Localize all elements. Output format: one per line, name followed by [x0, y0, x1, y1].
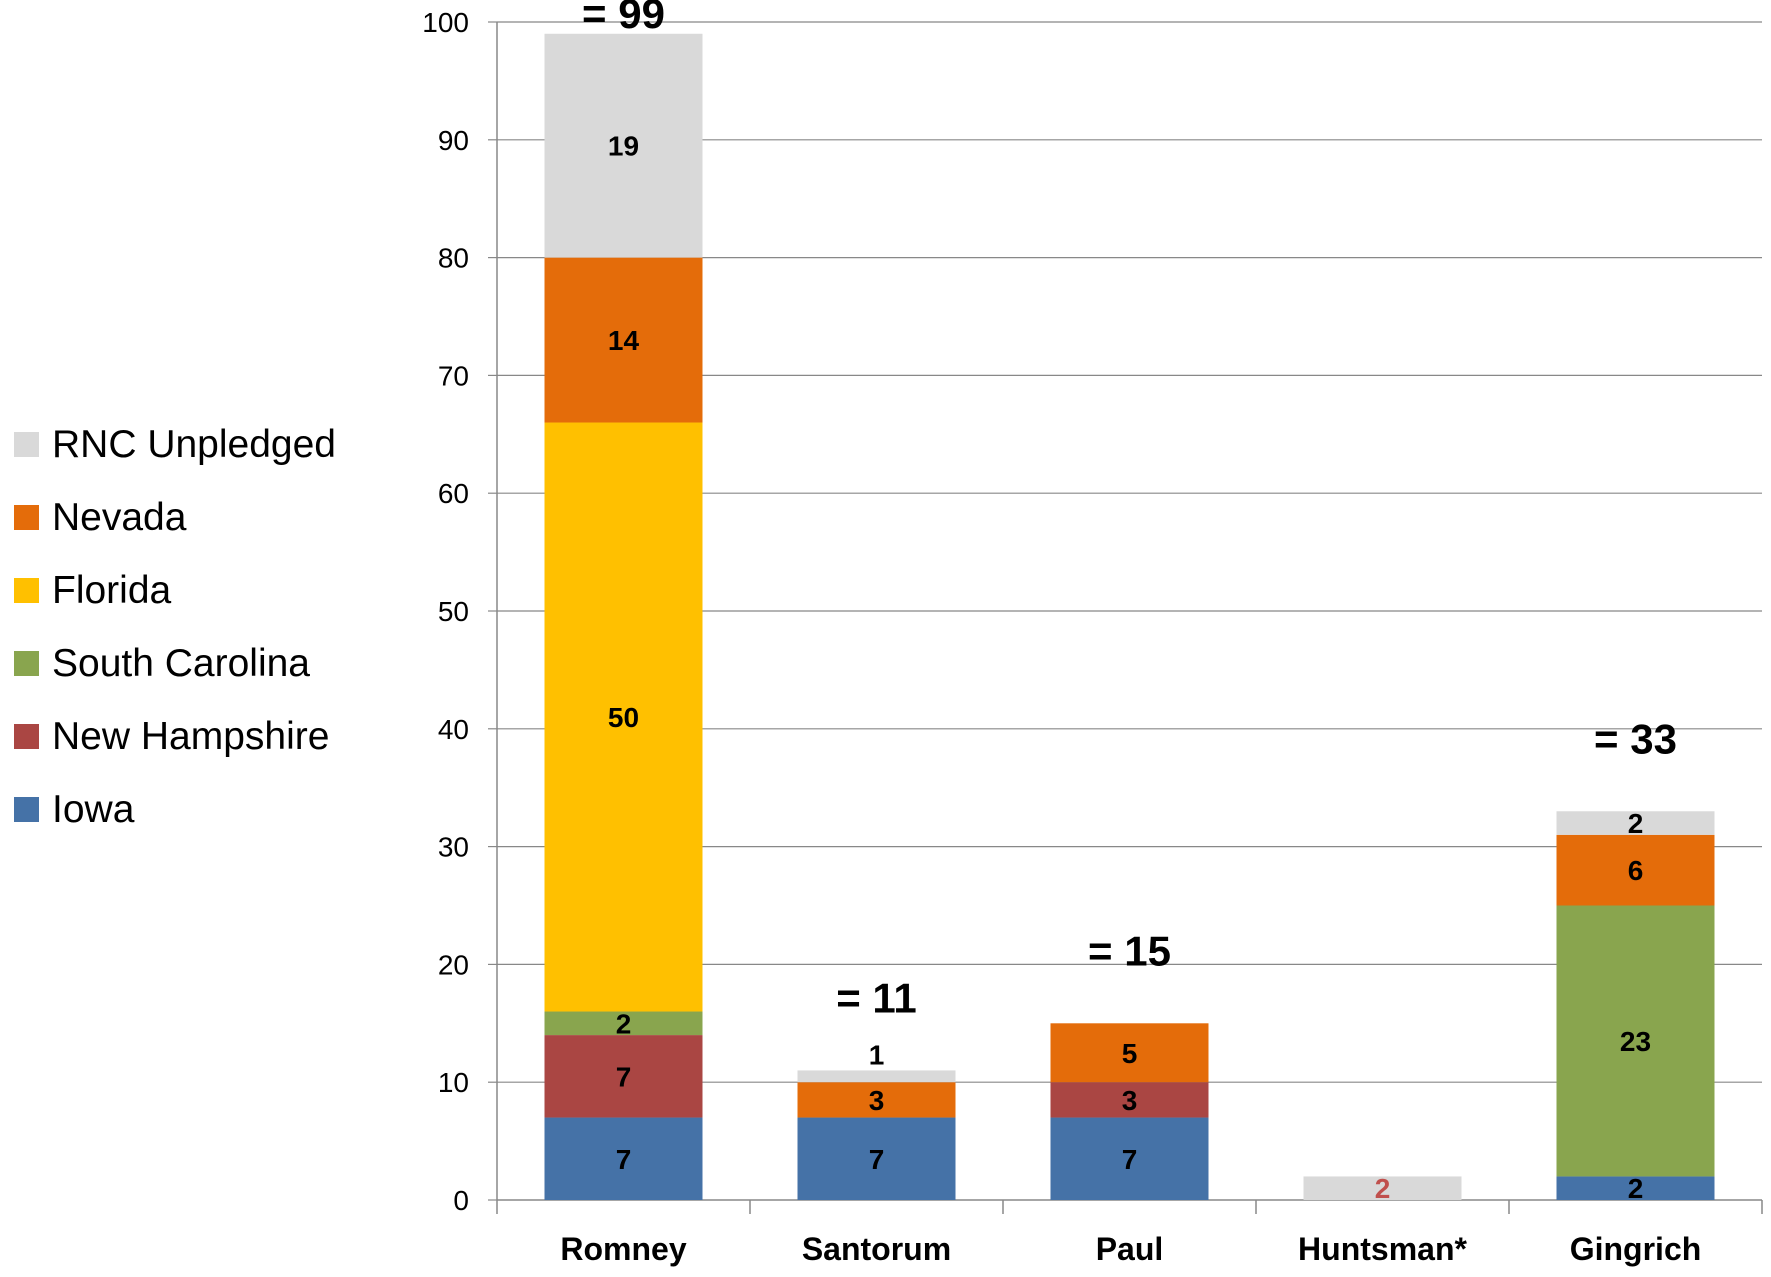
bar-segment-rnc-unpledged	[544, 33, 703, 258]
legend-label: RNC Unpledged	[52, 423, 336, 466]
y-tick-label: 0	[453, 1185, 469, 1216]
y-tick-label: 10	[438, 1067, 469, 1098]
bar-segment-nevada	[1050, 1023, 1209, 1083]
legend-label: New Hampshire	[52, 715, 329, 758]
y-tick-label: 20	[438, 949, 469, 980]
x-category-label: Huntsman*	[1298, 1231, 1467, 1267]
bar-segment-florida	[544, 422, 703, 1012]
bar-segment-south-carolina	[1556, 905, 1715, 1177]
total-label: = 15	[1088, 927, 1171, 974]
bar-segment-nevada	[544, 257, 703, 423]
data-label: 50	[608, 702, 639, 733]
data-label: 6	[1628, 855, 1644, 886]
y-tick-label: 60	[438, 478, 469, 509]
data-label: 3	[1122, 1085, 1138, 1116]
bar-segment-iowa	[544, 1117, 703, 1200]
bar-segment-new-hampshire	[544, 1035, 703, 1118]
bar-segment-nevada	[1556, 834, 1715, 906]
legend-label: Florida	[52, 569, 172, 612]
y-tick-label: 100	[422, 7, 469, 38]
data-label: 7	[1122, 1144, 1138, 1175]
legend-label: Iowa	[52, 788, 135, 831]
bar-segment-iowa	[797, 1117, 956, 1200]
data-label: 2	[616, 1008, 632, 1039]
data-label: 2	[1375, 1173, 1391, 1204]
x-category-label: Santorum	[802, 1231, 951, 1267]
total-label: = 99	[582, 0, 665, 37]
data-label: 7	[869, 1144, 885, 1175]
legend-swatch-nevada	[14, 505, 39, 530]
data-label: 3	[869, 1085, 885, 1116]
legend-label: South Carolina	[52, 642, 310, 685]
bar-segment-rnc-unpledged	[797, 1070, 956, 1083]
data-label: 2	[1628, 1173, 1644, 1204]
bar-segment-iowa	[1556, 1176, 1715, 1200]
legend-swatch-south-carolina	[14, 651, 39, 676]
bar-segment-rnc-unpledged	[1303, 1176, 1462, 1200]
data-label: 7	[616, 1144, 632, 1175]
legend-swatch-new-hampshire	[14, 724, 39, 749]
bar-segment-rnc-unpledged	[1556, 811, 1715, 835]
x-category-label: Paul	[1096, 1231, 1164, 1267]
y-tick-label: 80	[438, 243, 469, 274]
y-tick-label: 40	[438, 714, 469, 745]
bar-segment-iowa	[1050, 1117, 1209, 1200]
data-label: 19	[608, 131, 639, 162]
data-label: 2	[1628, 808, 1644, 839]
bar-segment-nevada	[797, 1082, 956, 1118]
x-category-label: Romney	[560, 1231, 686, 1267]
y-tick-label: 50	[438, 596, 469, 627]
data-label: 23	[1620, 1026, 1651, 1057]
legend-swatch-iowa	[14, 797, 39, 822]
y-tick-label: 30	[438, 832, 469, 863]
y-tick-label: 90	[438, 125, 469, 156]
y-tick-label: 70	[438, 360, 469, 391]
total-label: = 11	[836, 974, 917, 1021]
data-label: 14	[608, 325, 640, 356]
total-label: = 33	[1594, 715, 1677, 762]
bar-segment-new-hampshire	[1050, 1082, 1209, 1118]
legend-label: Nevada	[52, 496, 187, 539]
data-label: 1	[869, 1039, 885, 1070]
data-label: 7	[616, 1061, 632, 1092]
legend-swatch-rnc-unpledged	[14, 432, 39, 457]
data-label: 5	[1122, 1038, 1138, 1069]
x-category-label: Gingrich	[1570, 1231, 1702, 1267]
legend-swatch-florida	[14, 578, 39, 603]
bar-segment-south-carolina	[544, 1011, 703, 1036]
